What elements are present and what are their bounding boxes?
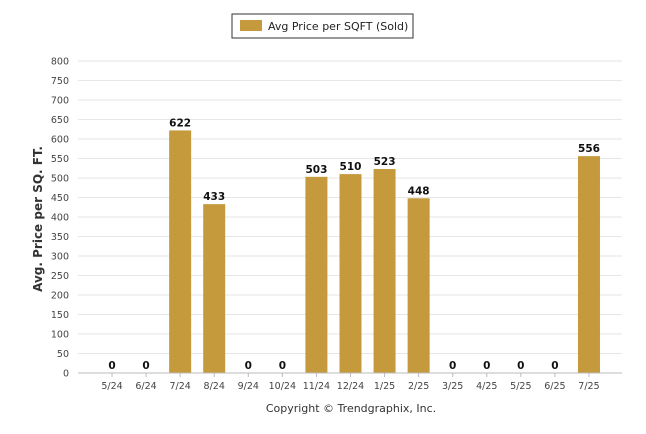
data-label: 556 [578,143,600,155]
bar[interactable] [577,156,600,373]
x-tick-label: 5/25 [510,381,531,392]
x-tick-label: 5/24 [101,381,122,392]
bar[interactable] [339,174,362,373]
bars [169,130,600,373]
bar[interactable] [373,169,396,373]
data-label: 0 [279,360,286,372]
data-label: 503 [305,164,327,176]
y-tick-label: 250 [51,271,69,282]
x-tick-label: 10/24 [269,381,296,392]
data-label: 0 [483,360,490,372]
y-tick-label: 450 [51,193,69,204]
x-tick-label: 7/25 [578,381,599,392]
legend-label: Avg Price per SQFT (Sold) [268,20,408,33]
y-axis-title: Avg. Price per SQ. FT. [31,146,45,292]
bar[interactable] [203,204,226,373]
x-tick-label: 2/25 [408,381,429,392]
x-tick-label: 6/24 [135,381,156,392]
y-tick-label: 650 [51,115,69,126]
data-label: 0 [142,360,149,372]
data-label: 0 [108,360,115,372]
x-tick-label: 8/24 [204,381,225,392]
data-label: 0 [245,360,252,372]
legend[interactable]: Avg Price per SQFT (Sold) [231,13,414,39]
y-axis-ticks: 0 50 100 150 200 250 300 350 400 450 500 550 600 650 7… [51,57,69,380]
legend-swatch [240,20,262,31]
data-label: 433 [203,191,225,203]
x-tick-label: 6/25 [544,381,565,392]
data-label: 523 [374,156,396,168]
x-tick-label: 11/24 [303,381,330,392]
y-tick-label: 800 [51,57,69,68]
bar[interactable] [169,130,192,373]
data-label: 510 [340,161,362,173]
y-tick-label: 500 [51,174,69,185]
legend-box [231,13,414,39]
y-tick-label: 750 [51,76,69,87]
data-label: 622 [169,117,191,129]
data-label: 448 [408,185,430,197]
y-tick-label: 400 [51,213,69,224]
y-tick-label: 150 [51,310,69,321]
y-tick-label: 600 [51,135,69,146]
y-tick-label: 550 [51,154,69,165]
bar[interactable] [305,176,328,373]
y-tick-label: 200 [51,291,69,302]
copyright-text: Copyright © Trendgraphix, Inc. [266,402,436,415]
x-tick-label: 9/24 [238,381,259,392]
x-tick-label: 12/24 [337,381,364,392]
x-tick-label: 1/25 [374,381,395,392]
y-tick-label: 700 [51,96,69,107]
y-tick-label: 350 [51,232,69,243]
y-tick-label: 50 [57,349,69,360]
data-label: 0 [449,360,456,372]
y-tick-label: 100 [51,330,69,341]
data-label: 0 [517,360,524,372]
x-axis-ticks: 5/24 6/24 7/24 8/24 9/24 10/24 11/24 12/24 1/25 2… [101,373,600,392]
y-tick-label: 300 [51,252,69,263]
bar[interactable] [407,198,430,373]
data-label: 0 [551,360,558,372]
x-tick-label: 4/25 [476,381,497,392]
data-labels: 0 0 622 433 0 0 503 510 523 448 0 0 0 0 556 [108,117,600,372]
x-tick-label: 7/24 [169,381,190,392]
y-tick-label: 0 [63,369,69,380]
x-tick-label: 3/25 [442,381,463,392]
